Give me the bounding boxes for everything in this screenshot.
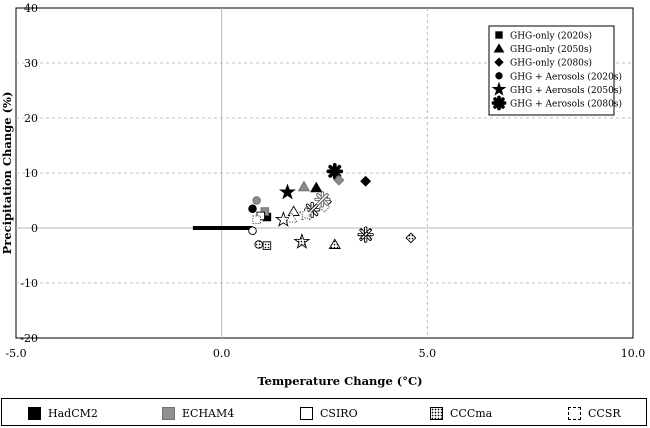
point-cccma-triangle-2050s (328, 238, 341, 249)
model-legend: HadCM2 ECHAM4 CSIRO CCCma CCSR (1, 398, 647, 426)
y-tick-label: 10 (24, 167, 38, 180)
reference-bar (192, 226, 253, 230)
point-cccma-square-2020s (262, 241, 272, 250)
point-csiro-circle-2020s (248, 226, 257, 235)
model-legend-label: CCSR (588, 406, 621, 420)
point-cccma-diamond-2080s (405, 232, 417, 244)
point-cccma-star-2050s (293, 232, 311, 249)
asterisk-core (497, 101, 501, 105)
point-echam4-diamond-2080s (333, 174, 345, 186)
asterisk-core (332, 169, 337, 174)
point-csiro-star-2050s (274, 210, 292, 227)
x-axis-title: Temperature Change (°C) (257, 374, 422, 388)
model-legend-item-hadcm2: HadCM2 (28, 405, 98, 421)
hadcm2-swatch (28, 406, 41, 420)
csiro-swatch (300, 406, 313, 420)
point-hadcm2-asterisk-2080s (326, 163, 344, 180)
scatter-chart: -5.0 0.0 5.0 10.0 -20 -10 0 10 20 30 40 Temperatur… (0, 2, 645, 388)
point-cccma-circle-2020s (254, 240, 263, 249)
point-cccma-asterisk-2080s (357, 226, 374, 243)
scenario-legend-label: GHG + Aerosols (2020s) (510, 71, 622, 82)
scenario-legend: GHG-only (2020s) GHG-only (2050s) GHG-only… (488, 25, 622, 116)
point-ccsr-asterisk-2080s (314, 191, 331, 208)
scenario-legend-box (488, 25, 615, 116)
y-tick-label: 30 (24, 57, 38, 70)
asterisk-fill (360, 229, 372, 240)
x-tick-label: 5.0 (419, 347, 437, 360)
cccma-swatch (430, 406, 443, 420)
model-legend-label: ECHAM4 (182, 406, 235, 420)
point-ccsr-triangle-2050s (285, 212, 298, 223)
asterisk-fill (317, 194, 328, 205)
point-echam4-circle-2020s (252, 196, 261, 205)
x-tick-label: 10.0 (621, 347, 646, 360)
model-legend-item-cccma: CCCma (430, 405, 492, 421)
model-legend-label: CCCma (450, 406, 493, 420)
y-tick-label: -20 (20, 332, 38, 345)
model-legend-label: CSIRO (320, 406, 358, 420)
legend-asterisk-icon (491, 95, 507, 111)
scenario-legend-label: GHG-only (2050s) (510, 44, 592, 55)
scenario-legend-label: GHG-only (2080s) (510, 58, 592, 69)
y-tick-label: -10 (20, 277, 38, 290)
scenario-legend-label: GHG + Aerosols (2080s) (510, 99, 622, 110)
echam4-swatch (162, 406, 175, 420)
model-legend-item-echam4: ECHAM4 (162, 405, 234, 421)
legend-diamond-icon (494, 57, 504, 67)
scenario-legend-label: GHG-only (2020s) (510, 31, 592, 42)
x-tick-label: -5.0 (5, 347, 26, 360)
point-hadcm2-circle-2020s (248, 204, 257, 213)
legend-triangle-icon (493, 43, 505, 53)
model-legend-item-csiro: CSIRO (300, 405, 358, 421)
grid (16, 8, 633, 338)
ccsr-swatch (568, 406, 581, 420)
point-hadcm2-triangle-2050s (310, 181, 323, 193)
scenario-legend-label: GHG + Aerosols (2050s) (510, 85, 622, 96)
data-points (248, 163, 417, 250)
point-csiro-asterisk-2080s (304, 201, 321, 219)
point-ccsr-star-2050s (297, 205, 315, 222)
legend-square-icon (495, 31, 503, 39)
y-tick-label: 0 (31, 222, 38, 235)
x-tick-label: 0.0 (213, 347, 231, 360)
legend-circle-icon (495, 72, 503, 80)
point-ccsr-square-2020s (252, 215, 261, 224)
model-legend-item-ccsr: CCSR (568, 405, 621, 421)
point-hadcm2-diamond-2080s (360, 175, 372, 187)
legend-star-icon (491, 81, 507, 96)
y-tick-label: 40 (24, 2, 38, 15)
y-tick-label: 20 (24, 112, 38, 125)
model-legend-label: HadCM2 (48, 406, 98, 420)
y-axis-title: Precipitation Change (%) (0, 92, 14, 255)
point-echam4-triangle-2050s (297, 180, 311, 192)
point-hadcm2-star-2050s (279, 183, 296, 200)
tick-labels: -5.0 0.0 5.0 10.0 -20 -10 0 10 20 30 40 (5, 2, 645, 360)
